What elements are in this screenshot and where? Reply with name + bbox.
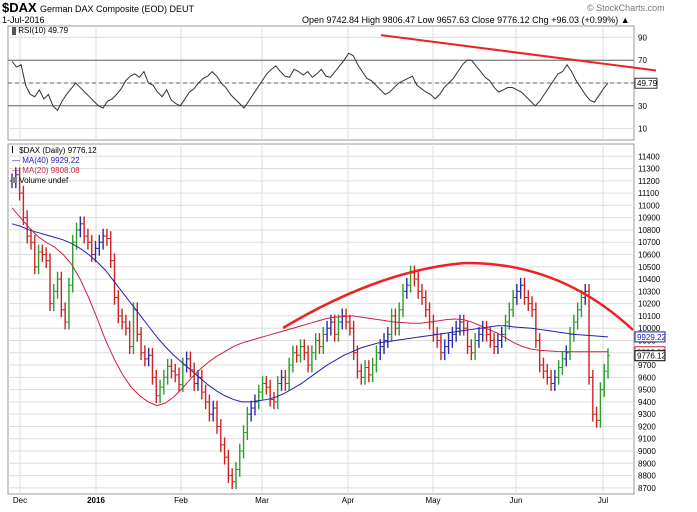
rsi-last-value-box xyxy=(634,77,658,89)
ma20-line xyxy=(11,207,608,407)
x-tick-label: Mar xyxy=(255,496,269,505)
chart-date: 1-Jul-2016 xyxy=(2,15,45,25)
legend-symbol: $DAX (Daily) 9776.12 xyxy=(12,146,97,156)
x-tick-label: Jul xyxy=(598,496,608,505)
brand-watermark: © StockCharts.com xyxy=(587,3,665,13)
legend-ma20-label: MA(20) 9808.08 xyxy=(22,166,80,175)
rsi-y-tick-label: 10 xyxy=(638,125,647,134)
rsi-legend: RSI(10) 49.79 xyxy=(12,26,68,35)
price-y-tick-label: 10800 xyxy=(638,226,661,235)
rsi-trendline xyxy=(380,34,657,72)
price-y-tick-label: 11100 xyxy=(638,189,660,198)
legend-ma20-icon: — xyxy=(12,166,20,175)
rsi-y-tick-label: 30 xyxy=(638,102,647,111)
price-y-tick-label: 9000 xyxy=(638,447,656,456)
legend-volume: Volume undef xyxy=(12,176,97,186)
rsi-series-line xyxy=(11,52,609,112)
close-value-label-box xyxy=(634,350,666,362)
ma40-value-label: 9929.22 xyxy=(637,333,666,342)
legend-ma20: — MA(20) 9808.08 xyxy=(12,166,97,176)
x-tick-label: Feb xyxy=(174,496,188,505)
x-tick-label: May xyxy=(425,496,440,505)
rsi-label: RSI(10) 49.79 xyxy=(18,26,69,35)
price-y-tick-label: 10900 xyxy=(638,214,661,223)
close-value-label: 9776.12 xyxy=(637,352,666,361)
price-y-tick-label: 9200 xyxy=(638,422,656,431)
price-y-tick-label: 11000 xyxy=(638,201,660,210)
rsi-y-tick-label: 70 xyxy=(638,56,647,65)
price-panel-frame xyxy=(7,143,635,495)
price-y-tick-label: 9400 xyxy=(638,398,656,407)
legend-volume-icon xyxy=(12,177,17,183)
price-y-tick-label: 10300 xyxy=(638,287,661,296)
price-y-tick-label: 10500 xyxy=(638,263,661,272)
legend-ma40-label: MA(40) 9929.22 xyxy=(22,156,80,165)
legend-symbol-label: $DAX (Daily) 9776.12 xyxy=(19,146,97,155)
price-y-tick-label: 9700 xyxy=(638,361,656,370)
price-y-tick-label: 11400 xyxy=(638,152,660,161)
price-y-tick-label: 9300 xyxy=(638,410,656,419)
price-arc-trendline xyxy=(282,261,634,331)
symbol-title: $DAX xyxy=(2,0,37,15)
legend-volume-label: Volume undef xyxy=(19,176,69,185)
ma40-value-label-box xyxy=(634,331,666,343)
rsi-swatch-icon xyxy=(12,26,16,35)
x-tick-label: 2016 xyxy=(87,496,105,505)
price-y-tick-label: 10400 xyxy=(638,275,661,284)
price-y-tick-label: 8700 xyxy=(638,484,656,493)
price-y-tick-label: 9100 xyxy=(638,435,656,444)
x-tick-label: Dec xyxy=(13,496,27,505)
ma40-line xyxy=(11,223,609,403)
x-tick-label: Jun xyxy=(510,496,523,505)
price-y-tick-label: 10700 xyxy=(638,238,661,247)
price-y-tick-label: 9600 xyxy=(638,373,656,382)
price-y-tick-label: 10100 xyxy=(638,312,661,321)
symbol-description: German DAX Composite (EOD) DEUT xyxy=(40,4,195,14)
ohlc-summary: Open 9742.84 High 9806.47 Low 9657.63 Cl… xyxy=(302,15,630,25)
legend-ma40: — MA(40) 9929.22 xyxy=(12,156,97,166)
x-tick-label: Apr xyxy=(342,496,355,505)
price-legend: $DAX (Daily) 9776.12 — MA(40) 9929.22 — … xyxy=(12,146,97,186)
price-y-tick-label: 8800 xyxy=(638,472,656,481)
price-y-tick-label: 10200 xyxy=(638,300,661,309)
legend-ma40-icon: — xyxy=(12,156,20,165)
price-y-tick-label: 10000 xyxy=(638,324,661,333)
price-y-tick-label: 11300 xyxy=(638,165,660,174)
rsi-last-value-label: 49.79 xyxy=(637,79,658,88)
price-y-tick-label: 10600 xyxy=(638,251,661,260)
price-y-tick-label: 9500 xyxy=(638,386,656,395)
price-y-tick-label: 11200 xyxy=(638,177,660,186)
rsi-y-tick-label: 90 xyxy=(638,33,647,42)
legend-symbol-icon xyxy=(12,146,17,153)
price-y-tick-label: 8900 xyxy=(638,459,656,468)
